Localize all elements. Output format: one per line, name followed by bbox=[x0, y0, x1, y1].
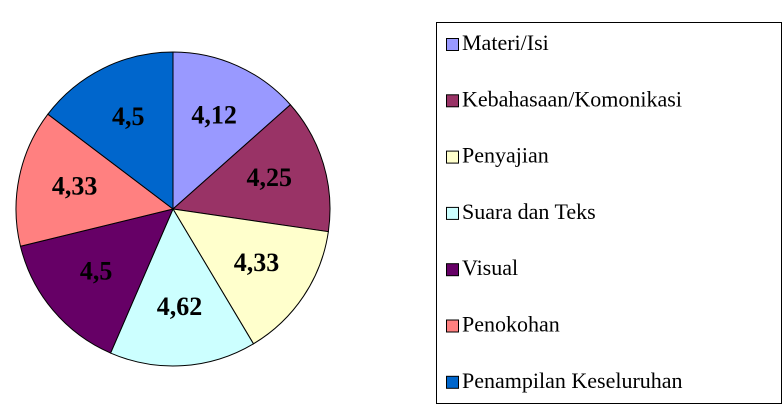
data-label: 4,62 bbox=[157, 292, 203, 321]
pie-slice bbox=[47, 51, 174, 211]
pie-slice bbox=[172, 51, 292, 211]
pie-slice bbox=[109, 207, 255, 367]
pie-slice bbox=[171, 104, 331, 233]
data-label: 4,25 bbox=[247, 163, 293, 192]
legend-label: Penyajian bbox=[462, 143, 549, 168]
data-label: 4,33 bbox=[52, 172, 98, 201]
data-label: 4,5 bbox=[112, 102, 145, 131]
data-label: 4,5 bbox=[80, 257, 113, 286]
legend-label: Penokohan bbox=[462, 312, 560, 337]
legend-swatch bbox=[446, 263, 459, 277]
data-label: 4,33 bbox=[234, 248, 280, 277]
legend-swatch bbox=[446, 206, 459, 220]
legend-label: Kebahasaan/Komonikasi bbox=[462, 86, 682, 111]
legend-box bbox=[436, 22, 782, 404]
legend-swatch bbox=[446, 375, 459, 389]
legend-swatch bbox=[446, 94, 459, 108]
pie-slice bbox=[172, 208, 329, 345]
legend-swatch bbox=[446, 38, 459, 51]
legend-swatch bbox=[446, 319, 459, 333]
legend-swatch bbox=[446, 150, 459, 164]
pie-slice bbox=[15, 113, 175, 247]
data-label: 4,12 bbox=[191, 100, 237, 129]
legend-label: Materi/Isi bbox=[462, 30, 549, 55]
legend-label: Visual bbox=[462, 255, 518, 280]
legend-label: Penampilan Keseluruhan bbox=[462, 368, 683, 393]
pie-slice bbox=[19, 208, 174, 354]
legend-label: Suara dan Teks bbox=[462, 199, 596, 224]
